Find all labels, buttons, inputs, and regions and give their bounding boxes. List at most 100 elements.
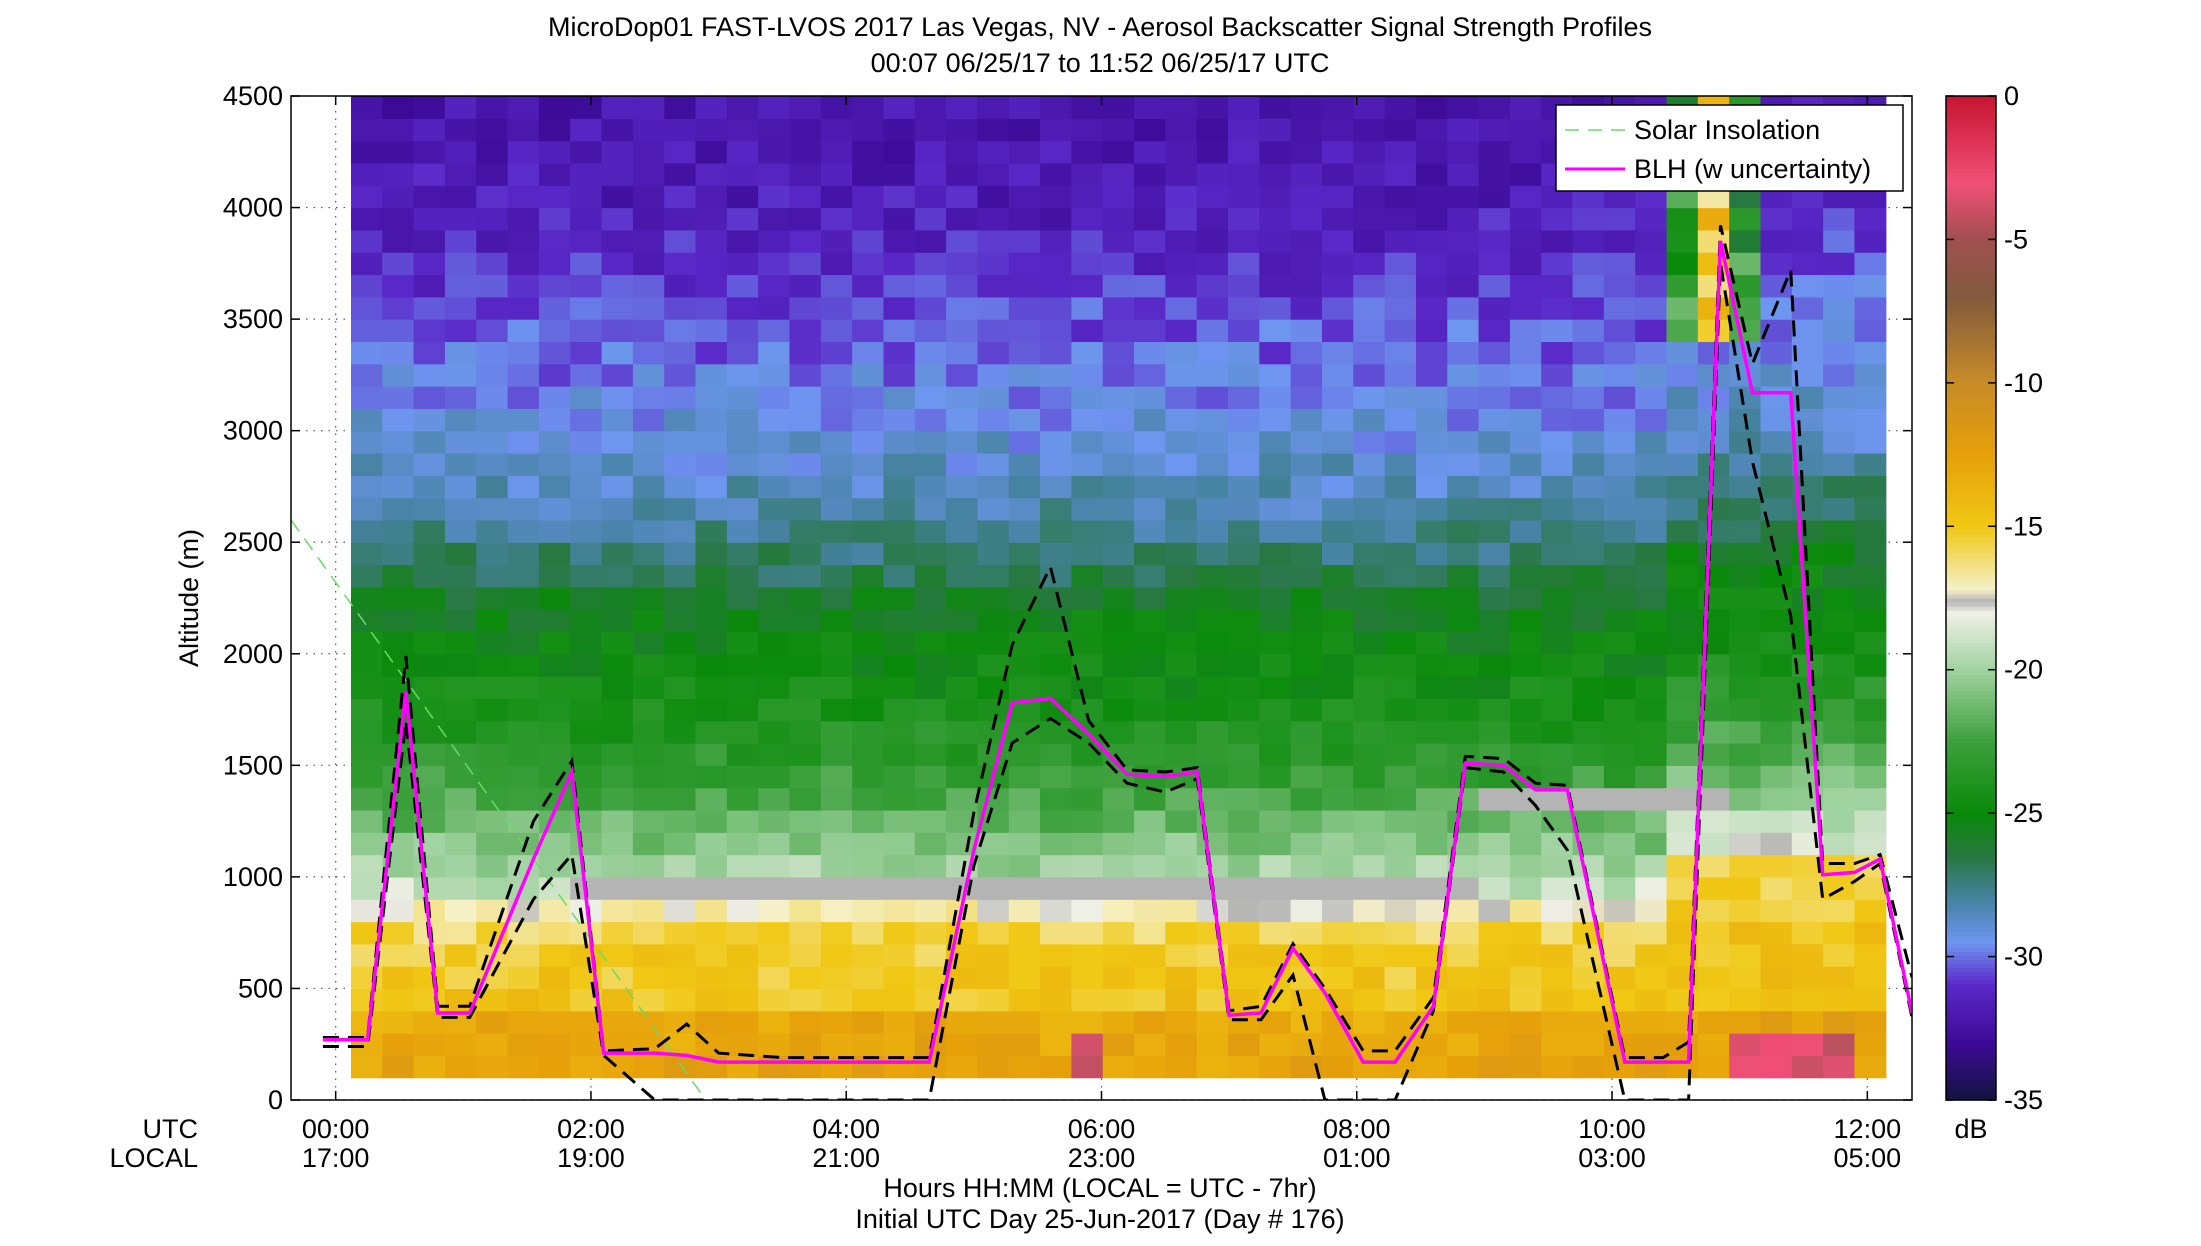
heatmap-cell [350,162,383,186]
heatmap-cell [570,475,603,499]
heatmap-cell [382,519,415,543]
heatmap-cell [1603,542,1636,566]
heatmap-cell [695,765,728,789]
heatmap-cell [977,252,1010,276]
heatmap-cell [1228,1033,1260,1056]
backscatter-heatmap [350,96,1887,1079]
heatmap-cell [726,988,759,1012]
heatmap-cell [1384,185,1417,209]
colorbar-band [1946,879,1996,884]
heatmap-cell [1635,832,1668,856]
heatmap-cell [1509,698,1542,722]
heatmap-cell [789,386,822,409]
heatmap-cell [1415,96,1448,119]
heatmap-cell [507,185,540,209]
heatmap-cell [789,207,822,231]
heatmap-cell [1384,229,1417,253]
heatmap-cell [695,386,728,409]
heatmap-cell [1353,296,1386,320]
heatmap-cell [1165,252,1198,276]
heatmap-cell [1509,408,1542,432]
heatmap-cell [1384,631,1417,655]
colorbar-band [1946,714,1996,720]
heatmap-cell [1102,207,1135,231]
heatmap-cell [1040,921,1072,945]
heatmap-cell [1823,1010,1856,1034]
heatmap-cell [1384,363,1417,387]
colorbar-band [1946,148,1996,153]
heatmap-cell [1447,1010,1480,1034]
heatmap-cell [1196,519,1229,543]
heatmap-cell [1509,809,1542,833]
heatmap-cell [852,609,885,633]
colorbar-band [1946,750,1996,756]
colorbar-band [1946,140,1996,145]
heatmap-cell [1447,140,1480,164]
heatmap-cell [946,319,979,343]
heatmap-cell [444,497,477,521]
heatmap-cell [820,564,853,588]
heatmap-cell [1134,720,1166,744]
heatmap-cell [883,475,916,499]
heatmap-cell [914,765,947,789]
heatmap-cell [1854,631,1887,655]
colorbar-band [1946,320,1996,326]
heatmap-cell [350,988,383,1012]
heatmap-cell [413,497,446,521]
heatmap-cell [1196,386,1229,409]
heatmap-cell [1040,341,1072,365]
heatmap-cell [883,162,916,186]
heatmap-cell [1729,966,1762,990]
heatmap-cell [507,296,540,320]
heatmap-cell [977,475,1010,499]
heatmap-cell [1697,475,1730,499]
heatmap-cell [1102,809,1135,833]
heatmap-cell [1321,118,1354,142]
y-tick-label: 2500 [223,527,283,557]
colorbar-band [1946,268,1996,274]
colorbar-band [1946,180,1996,185]
heatmap-cell [507,765,540,789]
heatmap-cell [1447,943,1480,967]
colorbar-band [1946,477,1996,483]
colorbar-band [1946,774,1996,780]
colorbar-band [1946,168,1996,173]
heatmap-cell [1823,452,1856,476]
heatmap-cell [1228,1010,1260,1034]
heatmap-cell [1040,386,1072,409]
heatmap-cell [444,252,477,276]
heatmap-cell [1666,765,1699,789]
heatmap-cell [538,966,571,990]
heatmap-cell [1541,921,1574,945]
heatmap-cell [852,341,885,365]
heatmap-cell [1165,720,1198,744]
colorbar-band [1946,598,1996,603]
heatmap-cell [1134,832,1166,856]
heatmap-cell [1290,854,1323,878]
heatmap-cell [1509,475,1542,499]
heatmap-cell [350,966,383,990]
heatmap-cell [1071,319,1104,343]
heatmap-cell [914,899,947,923]
heatmap-cell [1791,720,1824,744]
heatmap-cell [1415,765,1448,789]
heatmap-cell [444,876,477,900]
heatmap-cell [507,1055,540,1079]
heatmap-cell [1040,809,1072,833]
heatmap-cell [1415,207,1448,231]
heatmap-cell [852,497,885,521]
heatmap-cell [1415,519,1448,543]
heatmap-cell [789,140,822,164]
heatmap-cell [1165,363,1198,387]
heatmap-cell [601,653,634,677]
heatmap-cell [726,452,759,476]
heatmap-cell [1635,765,1668,789]
heatmap-cell [1071,787,1104,811]
heatmap-cell [1321,676,1354,699]
heatmap-cell [1196,698,1229,722]
heatmap-cell [444,809,477,833]
heatmap-cell [1697,899,1730,923]
colorbar-band [1946,385,1996,390]
heatmap-cell [1823,319,1856,343]
heatmap-cell [1259,542,1292,566]
